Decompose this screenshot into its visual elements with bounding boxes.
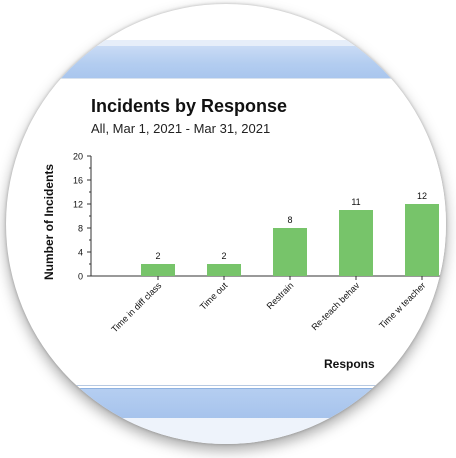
bar (339, 210, 373, 276)
chart-subtitle: All, Mar 1, 2021 - Mar 31, 2021 (91, 121, 271, 136)
bar (207, 264, 241, 276)
x-axis-label: Respons (324, 357, 375, 371)
chart-panel (28, 78, 446, 386)
category-label: Re-teach behav (309, 280, 361, 332)
window-top-strip (6, 40, 446, 46)
y-tick-label: 4 (78, 248, 83, 258)
category-label: Restrain (265, 280, 296, 311)
chart-title: Incidents by Response (91, 96, 288, 116)
data-label: 2 (155, 251, 160, 261)
window-header-band (6, 46, 446, 79)
y-axis-label: Number of Incidents (42, 164, 56, 280)
bar (405, 204, 439, 276)
y-tick-label: 20 (73, 152, 83, 162)
data-label: 12 (417, 191, 427, 201)
bar (273, 228, 307, 276)
category-label: Time in diff class (109, 280, 163, 334)
data-label: 11 (351, 197, 360, 207)
category-label: Time out (198, 280, 230, 312)
window-bottom-strip (6, 418, 446, 444)
bar (141, 264, 175, 276)
window-footer-band (6, 388, 446, 419)
y-tick-label: 8 (78, 224, 83, 234)
y-tick-label: 0 (78, 272, 83, 282)
bar-chart: Number of Incidents Respons 0 4 8 12 16 20 2 Ti… (42, 152, 446, 371)
category-label: Time w teacher (377, 280, 427, 330)
y-tick-label: 16 (73, 176, 83, 186)
y-tick-label: 12 (73, 200, 83, 210)
magnifier-lens: Incidents by Response All, Mar 1, 2021 -… (6, 4, 446, 444)
data-label: 2 (221, 251, 226, 261)
data-label: 8 (287, 215, 292, 225)
